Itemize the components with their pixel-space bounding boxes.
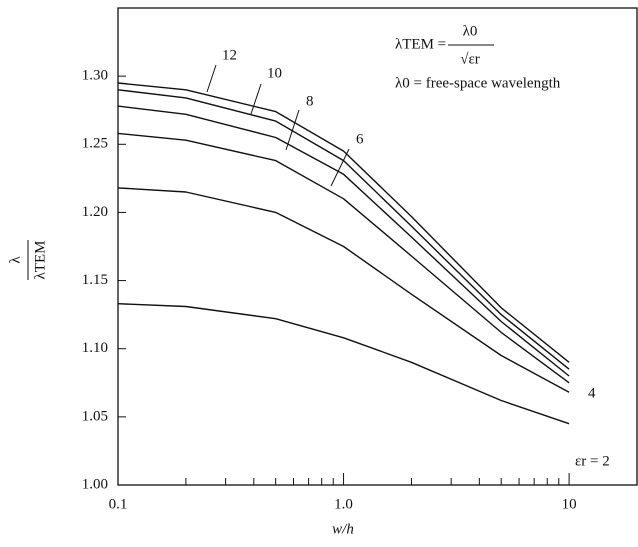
series-label: 6 xyxy=(356,131,364,147)
y-label-top: λ xyxy=(7,256,23,264)
y-tick-label: 1.30 xyxy=(82,68,108,84)
series-label: 10 xyxy=(267,65,282,81)
annotation: λ0 = free-space wavelength xyxy=(395,75,561,91)
plot-frame xyxy=(117,7,638,486)
series-label: 4 xyxy=(588,385,596,401)
label-leader xyxy=(250,83,262,115)
series-label: εr = 2 xyxy=(575,453,610,469)
series-label: 8 xyxy=(306,93,314,109)
x-tick-label: 1.0 xyxy=(334,496,353,512)
x-tick-label: 10 xyxy=(562,496,577,512)
series-line xyxy=(117,105,570,377)
y-label-bottom: λTEM xyxy=(32,241,48,280)
y-tick-label: 1.00 xyxy=(82,476,108,492)
series-line xyxy=(117,187,570,393)
y-tick-label: 1.25 xyxy=(82,136,108,152)
formula-num: λ0 xyxy=(463,23,478,39)
x-tick-label: 0.1 xyxy=(109,496,128,512)
y-tick-label: 1.10 xyxy=(82,340,108,356)
y-axis-label: λ λTEM xyxy=(7,240,48,280)
formula-den: √εr xyxy=(460,51,480,67)
label-leader xyxy=(206,64,217,93)
x-axis-label: w/h xyxy=(332,521,354,537)
y-tick-label: 1.05 xyxy=(82,408,108,424)
label-leader xyxy=(330,148,350,187)
y-tick-label: 1.20 xyxy=(82,204,108,220)
series-line xyxy=(117,82,570,363)
formula-lhs: λTEM = xyxy=(395,36,446,52)
series-line xyxy=(117,89,570,370)
label-leader xyxy=(285,109,300,151)
y-tick-label: 1.15 xyxy=(82,272,108,288)
series-line xyxy=(117,132,570,384)
series-line xyxy=(117,303,570,425)
series-label: 12 xyxy=(222,47,237,63)
